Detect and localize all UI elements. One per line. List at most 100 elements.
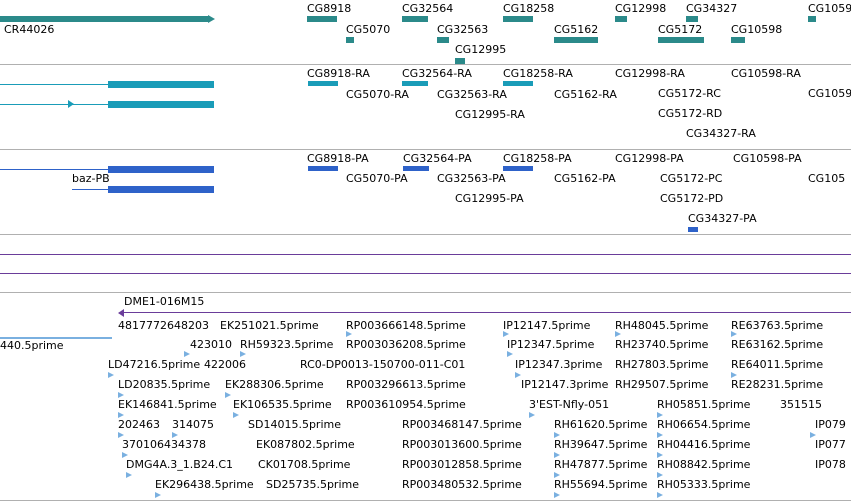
scaffold-label[interactable]: DME1-016M15: [124, 295, 205, 308]
est-label[interactable]: RH61620.5prime: [554, 418, 648, 431]
gene-label-CR44026[interactable]: CR44026: [4, 23, 55, 36]
transcript-CG8918-RA-bar[interactable]: [308, 81, 338, 86]
protein-label-CG5172-PC[interactable]: CG5172-PC: [660, 172, 723, 185]
est-label[interactable]: RE64011.5prime: [731, 358, 824, 371]
protein-label-CG12995-PA[interactable]: CG12995-PA: [455, 192, 524, 205]
gene-label-CG34327[interactable]: CG34327: [686, 2, 738, 15]
gene-CG32563-bar[interactable]: [437, 37, 449, 43]
transcript-label-CG5172-RD[interactable]: CG5172-RD: [658, 107, 723, 120]
est-label[interactable]: LD20835.5prime: [118, 378, 211, 391]
est-label[interactable]: 314075: [172, 418, 214, 431]
gene-label-CG32564[interactable]: CG32564: [402, 2, 454, 15]
gene-CG8918-bar[interactable]: [307, 16, 337, 22]
est-label[interactable]: RE28231.5prime: [731, 378, 824, 391]
est-label[interactable]: EK288306.5prime: [225, 378, 324, 391]
transcript-label-CG12998-RA[interactable]: CG12998-RA: [615, 67, 685, 80]
est-label[interactable]: RH55694.5prime: [554, 478, 648, 491]
est-bar[interactable]: [0, 337, 112, 339]
protein-label-CG34327-PA[interactable]: CG34327-PA: [688, 212, 757, 225]
est-label[interactable]: IP078: [815, 458, 846, 471]
est-label[interactable]: EK146841.5prime: [118, 398, 217, 411]
gene-label-CG12998[interactable]: CG12998: [615, 2, 667, 15]
transcript-baz-exons-2[interactable]: [108, 101, 214, 108]
gene-label-CG5070[interactable]: CG5070: [346, 23, 391, 36]
est-label[interactable]: RP003480532.5prime: [402, 478, 522, 491]
transcript-label-CG5070-RA[interactable]: CG5070-RA: [346, 88, 409, 101]
transcript-baz-exons-1[interactable]: [108, 81, 214, 88]
gene-label-CG18258[interactable]: CG18258: [503, 2, 555, 15]
gene-CG1059-bar[interactable]: [808, 16, 816, 22]
gene-CR44026-bar[interactable]: [0, 16, 208, 22]
transcript-label-CG1059[interactable]: CG1059: [808, 87, 851, 100]
protein-label-CG32564-PA[interactable]: CG32564-PA: [403, 152, 472, 165]
gene-label-CG5162[interactable]: CG5162: [554, 23, 599, 36]
est-label[interactable]: RH29507.5prime: [615, 378, 709, 391]
gene-CG5172-bar[interactable]: [658, 37, 704, 43]
protein-label-CG10598-PA[interactable]: CG10598-PA: [733, 152, 802, 165]
est-label[interactable]: RE63763.5prime: [731, 319, 824, 332]
protein-baz-exons-1[interactable]: [108, 166, 214, 173]
est-label[interactable]: RP003012858.5prime: [402, 458, 522, 471]
est-label[interactable]: LD47216.5prime: [108, 358, 201, 371]
transcript-label-CG32563-RA[interactable]: CG32563-RA: [437, 88, 507, 101]
gene-CG5070-bar[interactable]: [346, 37, 354, 43]
est-label[interactable]: RH05333.5prime: [657, 478, 751, 491]
est-label[interactable]: RP003468147.5prime: [402, 418, 522, 431]
est-label[interactable]: IP12347.5prime: [507, 338, 595, 351]
est-label[interactable]: IP12347.3prime: [515, 358, 603, 371]
est-label[interactable]: IP077: [815, 438, 846, 451]
transcript-CG18258-RA-bar[interactable]: [503, 81, 533, 86]
est-label[interactable]: RH48045.5prime: [615, 319, 709, 332]
gene-label-CG10598[interactable]: CG10598: [731, 23, 783, 36]
est-label[interactable]: 370106434378: [122, 438, 206, 451]
protein-label-CG5172-PD[interactable]: CG5172-PD: [660, 192, 724, 205]
gene-CG12995-bar[interactable]: [455, 58, 465, 64]
est-label[interactable]: EK296438.5prime: [155, 478, 254, 491]
est-label[interactable]: RH23740.5prime: [615, 338, 709, 351]
est-label[interactable]: RC0-DP0013-150700-011-C01: [300, 358, 466, 371]
gene-CG10598-bar[interactable]: [731, 37, 745, 43]
est-label[interactable]: RP003610954.5prime: [346, 398, 466, 411]
est-label[interactable]: DMG4A.3_1.B24.C1: [126, 458, 234, 471]
scaffold-bar[interactable]: [124, 312, 851, 313]
transcript-label-CG34327-RA[interactable]: CG34327-RA: [686, 127, 756, 140]
est-label[interactable]: RP003013600.5prime: [402, 438, 522, 451]
est-label[interactable]: CK01708.5prime: [258, 458, 351, 471]
transcript-label-CG32564-RA[interactable]: CG32564-RA: [402, 67, 472, 80]
est-label[interactable]: 351515: [780, 398, 822, 411]
est-label[interactable]: RP003666148.5prime: [346, 319, 466, 332]
est-label[interactable]: IP12147.3prime: [521, 378, 609, 391]
est-label[interactable]: IP12147.5prime: [503, 319, 591, 332]
protein-label-baz-PB[interactable]: baz-PB: [72, 172, 110, 185]
est-label[interactable]: 423010: [190, 338, 232, 351]
protein-CG8918-PA-bar[interactable]: [308, 166, 338, 171]
gene-label-CG1059[interactable]: CG1059: [808, 2, 851, 15]
est-label[interactable]: RH47877.5prime: [554, 458, 648, 471]
protein-baz-exons-2[interactable]: [108, 186, 214, 193]
est-label[interactable]: EK087802.5prime: [256, 438, 355, 451]
protein-label-CG5162-PA[interactable]: CG5162-PA: [554, 172, 616, 185]
transcript-label-CG8918-RA[interactable]: CG8918-RA: [307, 67, 370, 80]
est-label[interactable]: EK106535.5prime: [233, 398, 332, 411]
transcript-CG32564-RA-bar[interactable]: [402, 81, 428, 86]
transcript-label-CG18258-RA[interactable]: CG18258-RA: [503, 67, 573, 80]
protein-label-CG5070-PA[interactable]: CG5070-PA: [346, 172, 408, 185]
est-label[interactable]: IP079: [815, 418, 846, 431]
protein-label-CG105[interactable]: CG105: [808, 172, 846, 185]
transcript-label-CG12995-RA[interactable]: CG12995-RA: [455, 108, 525, 121]
est-label[interactable]: RH05851.5prime: [657, 398, 751, 411]
protein-label-CG8918-PA[interactable]: CG8918-PA: [307, 152, 369, 165]
est-label[interactable]: RE63162.5prime: [731, 338, 824, 351]
transcript-label-CG5162-RA[interactable]: CG5162-RA: [554, 88, 617, 101]
gene-label-CG12995[interactable]: CG12995: [455, 43, 507, 56]
gene-CG5162-bar[interactable]: [554, 37, 598, 43]
est-label[interactable]: EK251021.5prime: [220, 319, 319, 332]
est-label[interactable]: 4817772648203: [118, 319, 209, 332]
transcript-label-CG5172-RC[interactable]: CG5172-RC: [658, 87, 721, 100]
gene-label-CG5172[interactable]: CG5172: [658, 23, 703, 36]
est-label[interactable]: 202463: [118, 418, 160, 431]
gene-label-CG32563[interactable]: CG32563: [437, 23, 489, 36]
gene-CG32564-bar[interactable]: [402, 16, 428, 22]
protein-label-CG18258-PA[interactable]: CG18258-PA: [503, 152, 572, 165]
transcript-label-CG10598-RA[interactable]: CG10598-RA: [731, 67, 801, 80]
